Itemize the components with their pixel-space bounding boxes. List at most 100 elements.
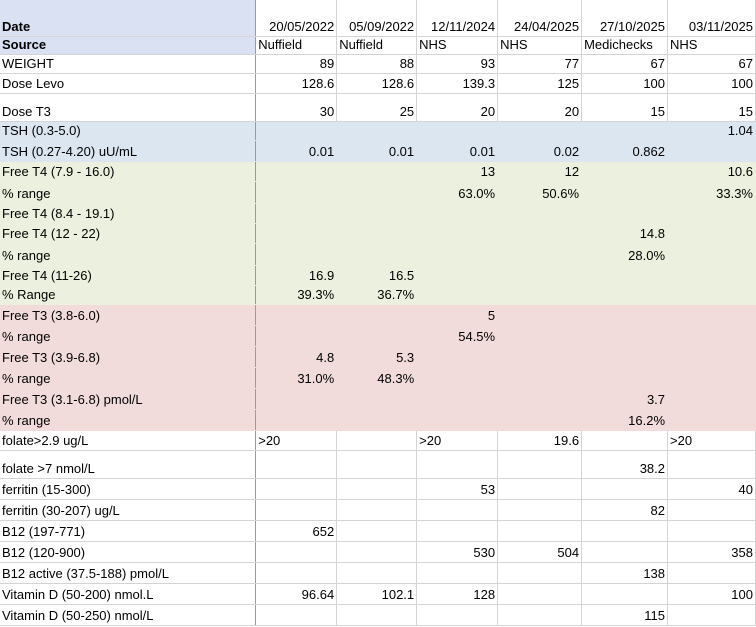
- value-cell[interactable]: 82: [581, 499, 669, 521]
- row-label[interactable]: B12 (197-771): [0, 520, 257, 542]
- value-cell[interactable]: 358: [667, 541, 756, 563]
- value-cell[interactable]: [336, 223, 418, 244]
- value-cell[interactable]: 3.7: [581, 388, 669, 410]
- date-cell[interactable]: 20/05/2022: [255, 0, 338, 37]
- value-cell[interactable]: [336, 499, 418, 521]
- value-cell[interactable]: [255, 478, 338, 500]
- value-cell[interactable]: [497, 499, 583, 521]
- value-cell[interactable]: 0.02: [497, 140, 583, 162]
- value-cell[interactable]: [667, 499, 756, 521]
- value-cell[interactable]: 19.6: [497, 430, 583, 451]
- value-cell[interactable]: 48.3%: [336, 367, 418, 389]
- value-cell[interactable]: [336, 430, 418, 451]
- row-label[interactable]: TSH (0.27-4.20) uU/mL: [0, 140, 257, 162]
- value-cell[interactable]: [336, 203, 418, 224]
- value-cell[interactable]: [255, 161, 338, 182]
- value-cell[interactable]: [336, 388, 418, 410]
- row-label[interactable]: WEIGHT: [0, 54, 257, 74]
- value-cell[interactable]: 504: [497, 541, 583, 563]
- value-cell[interactable]: [497, 265, 583, 286]
- value-cell[interactable]: [336, 243, 418, 266]
- date-cell[interactable]: 12/11/2024: [416, 0, 499, 37]
- value-cell[interactable]: [667, 223, 756, 244]
- value-cell[interactable]: 12: [497, 161, 583, 182]
- value-cell[interactable]: [255, 181, 338, 204]
- value-cell[interactable]: 100: [667, 73, 756, 94]
- value-cell[interactable]: 20: [416, 93, 499, 122]
- row-label[interactable]: Free T3 (3.8-6.0): [0, 304, 257, 326]
- value-cell[interactable]: [336, 562, 418, 584]
- row-label[interactable]: % range: [0, 409, 257, 431]
- value-cell[interactable]: [497, 285, 583, 305]
- value-cell[interactable]: [667, 604, 756, 626]
- value-cell[interactable]: 10.6: [667, 161, 756, 182]
- value-cell[interactable]: [581, 121, 669, 141]
- value-cell[interactable]: 530: [416, 541, 499, 563]
- value-cell[interactable]: 38.2: [581, 450, 669, 479]
- value-cell[interactable]: [497, 478, 583, 500]
- value-cell[interactable]: [581, 583, 669, 605]
- value-cell[interactable]: [581, 304, 669, 326]
- row-label[interactable]: Free T4 (12 - 22): [0, 223, 257, 244]
- value-cell[interactable]: [255, 388, 338, 410]
- value-cell[interactable]: [497, 121, 583, 141]
- value-cell[interactable]: 67: [581, 54, 669, 74]
- value-cell[interactable]: [336, 181, 418, 204]
- value-cell[interactable]: 63.0%: [416, 181, 499, 204]
- value-cell[interactable]: 28.0%: [581, 243, 669, 266]
- source-cell[interactable]: Medichecks: [581, 36, 669, 55]
- value-cell[interactable]: [667, 304, 756, 326]
- row-label[interactable]: folate>2.9 ug/L: [0, 430, 257, 451]
- value-cell[interactable]: [336, 304, 418, 326]
- row-label[interactable]: % range: [0, 243, 257, 266]
- value-cell[interactable]: 30: [255, 93, 338, 122]
- value-cell[interactable]: 100: [581, 73, 669, 94]
- value-cell[interactable]: [416, 223, 499, 244]
- value-cell[interactable]: 77: [497, 54, 583, 74]
- value-cell[interactable]: [497, 203, 583, 224]
- row-label[interactable]: Free T3 (3.1-6.8) pmol/L: [0, 388, 257, 410]
- value-cell[interactable]: [667, 450, 756, 479]
- row-label[interactable]: % Range: [0, 285, 257, 305]
- value-cell[interactable]: [581, 430, 669, 451]
- value-cell[interactable]: [497, 304, 583, 326]
- value-cell[interactable]: [336, 409, 418, 431]
- value-cell[interactable]: [255, 325, 338, 347]
- date-cell[interactable]: 03/11/2025: [667, 0, 756, 37]
- value-cell[interactable]: [497, 243, 583, 266]
- value-cell[interactable]: [416, 265, 499, 286]
- value-cell[interactable]: [416, 243, 499, 266]
- value-cell[interactable]: 1.04: [667, 121, 756, 141]
- value-cell[interactable]: [497, 604, 583, 626]
- value-cell[interactable]: 13: [416, 161, 499, 182]
- value-cell[interactable]: [667, 243, 756, 266]
- value-cell[interactable]: [255, 604, 338, 626]
- value-cell[interactable]: 50.6%: [497, 181, 583, 204]
- value-cell[interactable]: [667, 203, 756, 224]
- value-cell[interactable]: [416, 499, 499, 521]
- value-cell[interactable]: 0.01: [416, 140, 499, 162]
- value-cell[interactable]: 138: [581, 562, 669, 584]
- row-label[interactable]: B12 active (37.5-188) pmol/L: [0, 562, 257, 584]
- value-cell[interactable]: [667, 285, 756, 305]
- value-cell[interactable]: [667, 409, 756, 431]
- value-cell[interactable]: 16.5: [336, 265, 418, 286]
- value-cell[interactable]: [255, 223, 338, 244]
- value-cell[interactable]: [255, 243, 338, 266]
- value-cell[interactable]: 5.3: [336, 346, 418, 368]
- source-cell[interactable]: NHS: [416, 36, 499, 55]
- value-cell[interactable]: [336, 325, 418, 347]
- source-cell[interactable]: NHS: [497, 36, 583, 55]
- value-cell[interactable]: [581, 161, 669, 182]
- value-cell[interactable]: >20: [667, 430, 756, 451]
- date-cell[interactable]: 27/10/2025: [581, 0, 669, 37]
- value-cell[interactable]: [497, 223, 583, 244]
- row-label[interactable]: % range: [0, 181, 257, 204]
- value-cell[interactable]: [497, 388, 583, 410]
- value-cell[interactable]: [667, 367, 756, 389]
- value-cell[interactable]: [255, 499, 338, 521]
- row-label[interactable]: ferritin (15-300): [0, 478, 257, 500]
- value-cell[interactable]: [667, 388, 756, 410]
- value-cell[interactable]: 102.1: [336, 583, 418, 605]
- value-cell[interactable]: [416, 121, 499, 141]
